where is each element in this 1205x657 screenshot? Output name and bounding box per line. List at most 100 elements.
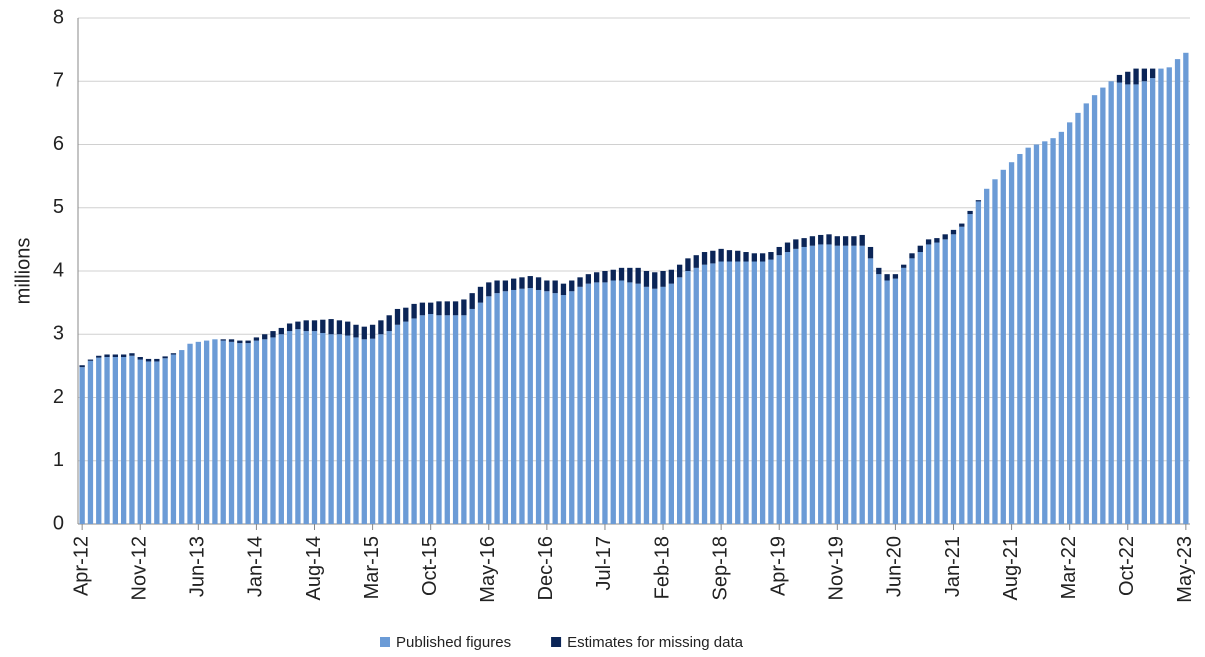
bar-segment [1141, 81, 1148, 524]
bar-segment [436, 301, 442, 316]
bar-segment [1067, 122, 1073, 525]
bar-segment [436, 315, 442, 524]
x-tick-label: Aug-21 [1000, 536, 1022, 601]
bar-segment [1033, 144, 1040, 524]
bar-segment [1166, 67, 1172, 525]
bar-segment [992, 179, 998, 524]
y-tick-label: 8 [53, 6, 64, 28]
bar-segment [253, 337, 260, 341]
bar-segment [552, 280, 558, 294]
bar-segment [253, 340, 260, 524]
bar-segment [361, 326, 367, 340]
bar-segment [145, 358, 152, 362]
bar-segment [950, 229, 957, 235]
bar-segment [718, 248, 724, 262]
x-tick-label: Nov-12 [129, 536, 151, 600]
bar-segment [776, 255, 782, 524]
bar-segment [826, 244, 832, 524]
bar-segment [411, 318, 417, 524]
bar-segment [1141, 68, 1148, 82]
x-tick-label: Oct-15 [419, 536, 441, 596]
bar-segment [1150, 68, 1156, 79]
bar-segment [220, 340, 226, 524]
bar-segment [79, 367, 85, 524]
y-tick-label: 1 [53, 449, 64, 471]
bar-segment [668, 283, 674, 524]
bar-segment [1125, 84, 1131, 524]
bar-segment [635, 283, 641, 524]
bar-segment [934, 242, 940, 524]
bar-segment [577, 286, 583, 524]
x-tick-label: Aug-14 [303, 536, 325, 601]
x-tick-label: Sep-18 [709, 536, 731, 601]
bar-segment [428, 302, 434, 315]
bar-segment [428, 314, 434, 524]
bar-segment [336, 334, 343, 524]
bar-segment [270, 331, 276, 338]
bar-segment [502, 280, 509, 292]
bar-segment [1133, 84, 1139, 524]
bar-segment [96, 355, 102, 358]
bar-segment [162, 358, 168, 524]
bar-segment [502, 291, 509, 524]
bar-segment [809, 236, 816, 246]
bar-segment [179, 350, 185, 524]
bar-segment [345, 321, 351, 336]
x-tick-label: Feb-18 [651, 536, 673, 599]
bar-segment [801, 246, 807, 524]
bar-segment [917, 252, 923, 524]
bar-segment [87, 359, 94, 361]
bar-segment [901, 264, 907, 268]
bar-segment [419, 315, 426, 524]
bar-segment [1050, 138, 1056, 525]
bar-segment [361, 339, 367, 524]
bar-segment [652, 288, 658, 524]
bar-segment [685, 258, 691, 271]
bar-segment [104, 354, 110, 358]
bar-segment [793, 248, 799, 525]
bar-segment [262, 334, 268, 340]
bar-segment [1133, 68, 1139, 85]
bar-segment [237, 340, 243, 344]
x-tick-label: Oct-22 [1116, 536, 1138, 596]
bar-segment [486, 296, 492, 524]
bar-segment [685, 271, 691, 524]
bar-segment [170, 354, 177, 524]
bar-segment [535, 277, 542, 290]
bar-segment [187, 343, 193, 524]
bar-segment [1058, 131, 1065, 524]
bar-segment [660, 271, 666, 287]
bar-segment [751, 253, 757, 262]
bar-segment [535, 289, 542, 524]
bar-segment [320, 332, 326, 524]
bar-segment [195, 341, 201, 524]
bar-segment [892, 278, 899, 524]
bar-segment [652, 272, 658, 289]
bar-segment [627, 267, 633, 283]
bar-segment [1158, 68, 1164, 524]
y-tick-label: 2 [53, 386, 64, 408]
bar-segment [511, 278, 517, 290]
bar-segment [801, 238, 807, 247]
bar-segment [560, 283, 567, 296]
bar-segment [859, 245, 865, 524]
bar-segment [311, 320, 318, 332]
bar-segment [693, 267, 699, 524]
bar-segment [710, 250, 716, 264]
bar-segment [79, 365, 85, 368]
legend-label: Estimates for missing data [567, 634, 744, 651]
bar-segment [162, 356, 168, 359]
bar-segment [336, 320, 343, 335]
bar-segment [718, 261, 724, 524]
bar-segment [552, 293, 558, 524]
bar-segment [942, 239, 948, 524]
bar-segment [818, 244, 824, 524]
bar-segment [1116, 82, 1123, 524]
bar-segment [569, 280, 575, 292]
x-tick-label: Jun-20 [884, 536, 906, 597]
bar-segment [602, 271, 608, 283]
bar-segment [1000, 169, 1006, 525]
bar-segment [975, 201, 982, 525]
bar-segment [585, 274, 592, 284]
bar-segment [1025, 147, 1031, 524]
